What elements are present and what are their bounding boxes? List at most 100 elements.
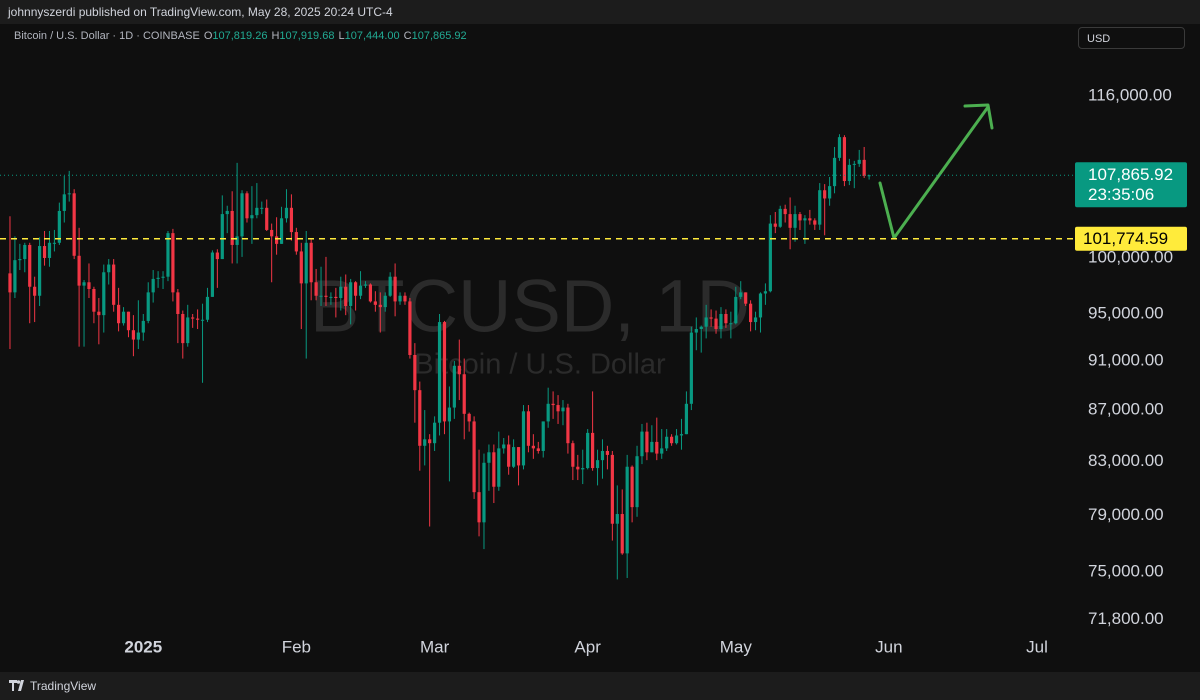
candle-body: [309, 242, 313, 283]
candle-body: [477, 492, 481, 523]
candle-body: [803, 218, 807, 221]
candle-body: [240, 193, 244, 237]
currency-button[interactable]: USD: [1078, 27, 1185, 49]
candle-body: [329, 296, 333, 298]
candle-body: [842, 137, 847, 182]
candle-body: [388, 276, 392, 296]
candle-body: [783, 208, 787, 215]
candle-body: [645, 431, 649, 453]
candle-body: [428, 439, 432, 444]
candle-body: [52, 242, 57, 244]
ohlc-value: 107,865.92: [411, 30, 467, 42]
candle-body: [358, 285, 363, 296]
horizontal-line-label: 101,774.59: [1083, 229, 1168, 248]
logo: [9, 680, 24, 691]
candle-body: [181, 313, 185, 344]
candle-body: [383, 295, 387, 308]
candle-body: [299, 251, 303, 284]
ohlc-key: O: [203, 30, 213, 42]
candle-body: [758, 293, 763, 318]
candle-body: [47, 242, 52, 258]
candle-body: [546, 403, 550, 422]
candle-body: [131, 330, 136, 340]
candle-body: [749, 303, 753, 323]
candle-body: [635, 456, 639, 508]
symbol: Bitcoin / U.S. Dollar · 1D · COINBASE: [14, 30, 200, 42]
last-price-label: 107,865.92: [1088, 165, 1173, 184]
candle-body: [768, 223, 772, 292]
candle-body: [482, 462, 486, 523]
candle-body: [294, 232, 298, 252]
candle-body: [507, 444, 511, 467]
candle-body: [373, 301, 377, 305]
countdown-label: 23:35:06: [1088, 185, 1154, 204]
candle-body: [205, 296, 210, 320]
candle-body: [492, 452, 496, 487]
y-tick-label: 83,000.00: [1088, 451, 1164, 470]
candle-body: [442, 322, 447, 422]
y-tick-label: 71,800.00: [1088, 609, 1164, 628]
arrow-head: [963, 103, 994, 130]
candle-body: [581, 468, 585, 470]
candle-body: [270, 229, 274, 237]
candle-body: [265, 207, 269, 230]
candle-body: [121, 311, 126, 324]
candle-body: [339, 286, 343, 299]
ohlc-value: 107,919.68: [279, 30, 335, 42]
candle-body: [714, 318, 718, 330]
candle-body: [8, 273, 12, 293]
candle-body: [778, 208, 782, 227]
candle-body: [38, 246, 42, 296]
candle-body: [487, 452, 491, 463]
candle-body: [33, 286, 37, 296]
candle-body: [620, 514, 624, 554]
candle-body: [808, 218, 812, 221]
x-tick-label: Mar: [420, 637, 450, 656]
candle-body: [408, 301, 412, 355]
chart: BTCUSD, 1D Bitcoin / U.S. Dollar 71,800.…: [0, 24, 1200, 672]
candle-body: [551, 403, 555, 406]
candle-body: [126, 311, 131, 331]
candle-body: [561, 407, 565, 412]
candle-body: [744, 292, 748, 304]
candle-body: [823, 190, 827, 199]
candle-body: [719, 313, 723, 330]
candle-body: [319, 295, 323, 297]
candle-body: [200, 319, 205, 321]
candle-body: [324, 295, 328, 297]
x-tick-label: 2025: [124, 637, 162, 656]
candle-body: [220, 214, 224, 260]
candle-body: [640, 431, 644, 457]
candle-body: [595, 460, 600, 469]
candle-body: [600, 450, 605, 461]
candle-body: [23, 244, 27, 260]
candle-body: [862, 159, 866, 176]
y-tick-label: 91,000.00: [1088, 350, 1164, 369]
candle-body: [349, 282, 353, 306]
candle-body: [556, 405, 560, 412]
y-tick-label: 79,000.00: [1088, 505, 1164, 524]
candle-body: [788, 214, 792, 228]
candle-body: [255, 207, 259, 216]
ohlc-key: C: [403, 30, 412, 42]
candle-body: [586, 432, 590, 469]
candles: [8, 134, 871, 580]
candle-body: [210, 252, 215, 297]
candle-body: [828, 186, 832, 199]
candle-body: [610, 454, 614, 524]
candle-body: [497, 448, 501, 487]
publish-bar: johnnyszerdi published on TradingView.co…: [0, 0, 1200, 24]
candle-body: [739, 292, 743, 297]
candle-body: [77, 255, 81, 286]
candle-body: [447, 407, 452, 422]
candle-body: [398, 295, 402, 302]
candle-body: [867, 175, 871, 177]
candle-body: [117, 304, 121, 324]
candle-body: [275, 236, 279, 244]
candle-body: [832, 157, 837, 187]
watermark-subtitle: Bitcoin / U.S. Dollar: [414, 349, 666, 381]
candle-body: [225, 210, 229, 215]
candle-body: [847, 164, 851, 182]
candle-body: [724, 313, 728, 324]
candle-body: [171, 233, 175, 293]
